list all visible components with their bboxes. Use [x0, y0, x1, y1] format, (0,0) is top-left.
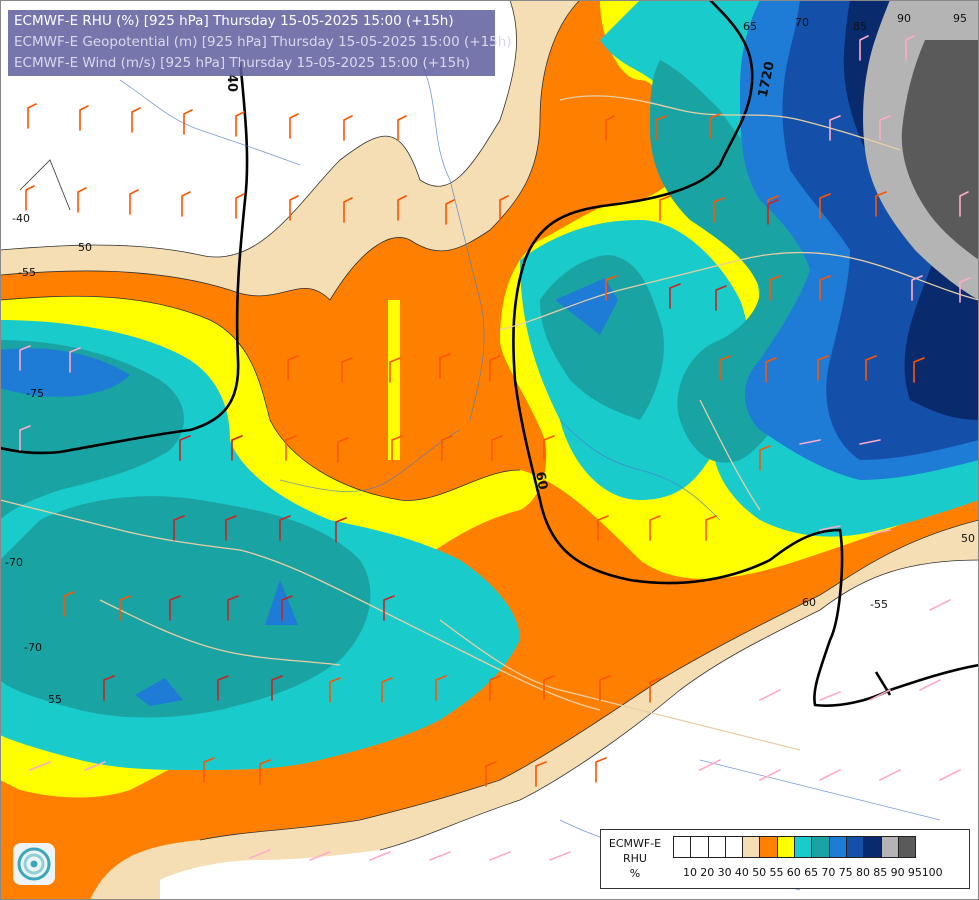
legend-swatch — [776, 836, 796, 858]
legend-swatch — [863, 836, 882, 858]
legend-label-line: ECMWF-E — [608, 837, 662, 850]
contour-label: -55 — [18, 266, 36, 279]
contour-label: -40 — [12, 212, 30, 225]
legend-swatch — [811, 836, 830, 858]
legend-tick: 65 — [804, 866, 819, 879]
contour-label: 95 — [953, 12, 967, 25]
country-borders — [0, 95, 979, 751]
title-rhu: ECMWF-E RHU (%) [925 hPa] Thursday 15-05… — [14, 13, 454, 29]
legend-tick: 80 — [856, 866, 870, 879]
contour-label: 1720 — [756, 60, 778, 99]
contour-label: -75 — [26, 387, 44, 400]
rhu-band-75-center — [555, 278, 618, 335]
legend-swatch — [724, 836, 744, 858]
rhu-band-70-southwest — [0, 496, 371, 718]
contour-label: 50 — [78, 241, 92, 254]
legend-label-line: % — [629, 867, 641, 880]
contour-labels: 95 90 85 70 65 1720 40 -40 50 -55 -75 -7… — [5, 12, 975, 706]
legend-tick: 95 — [907, 866, 922, 879]
contour-label: 90 — [897, 12, 911, 25]
contour-label: -70 — [5, 556, 23, 569]
contour-label: 60 — [532, 471, 550, 491]
contour-label: 40 — [224, 74, 239, 92]
contour-label: 60 — [802, 596, 816, 609]
legend-swatch — [880, 836, 899, 858]
legend-swatch — [673, 836, 692, 858]
contour-label: -70 — [24, 641, 42, 654]
legend-swatch — [707, 836, 726, 858]
legend-swatch — [759, 836, 778, 858]
legend-tick: 90 — [890, 866, 905, 879]
legend-label-line: RHU — [623, 852, 647, 865]
legend-swatch — [897, 836, 917, 858]
contour-label: 85 — [853, 20, 867, 33]
title-wind: ECMWF-E Wind (m/s) [925 hPa] Thursday 15… — [14, 55, 471, 71]
logo-swirl-icon — [17, 847, 51, 881]
ecmwf-logo-icon — [13, 843, 55, 885]
legend-tick: 100 — [921, 866, 943, 879]
legend-label: ECMWF-E RHU % — [601, 836, 669, 881]
rivers — [119, 59, 941, 891]
contour-label: 65 — [743, 20, 757, 33]
rhu-legend: ECMWF-E RHU % 10 20 30 40 50 55 60 65 70 75 80 85 90… — [600, 829, 970, 889]
rhu-band-dry-strip — [388, 300, 400, 460]
legend-tick: 10 — [683, 866, 697, 879]
legend-swatch — [742, 836, 761, 858]
rhu-band-75-southwest-b — [135, 678, 183, 706]
legend-tick: 50 — [752, 866, 767, 879]
legend-tick: 70 — [821, 866, 836, 879]
rhu-band-75-west — [0, 348, 130, 397]
legend-tick: 20 — [700, 866, 715, 879]
legend-tick: 85 — [873, 866, 888, 879]
legend-ticks: 10 20 30 40 50 55 60 65 70 75 80 85 90 95 100 — [673, 866, 963, 882]
legend-tick: 55 — [769, 866, 784, 879]
contour-label: 70 — [795, 16, 809, 29]
legend-tick: 40 — [734, 866, 749, 879]
title-box: ECMWF-E RHU (%) [925 hPa] Thursday 15-05… — [8, 10, 512, 76]
title-geopotential: ECMWF-E Geopotential (m) [925 hPa] Thurs… — [14, 34, 512, 50]
contour-label: 55 — [48, 693, 62, 706]
legend-tick: 75 — [838, 866, 853, 879]
legend-tick: 30 — [717, 866, 732, 879]
legend-swatch — [794, 836, 813, 858]
contour-label: -55 — [870, 598, 888, 611]
legend-swatch — [828, 836, 847, 858]
rhu-contour-lines — [0, 0, 979, 851]
contour-label: 50 — [961, 532, 975, 545]
legend-swatches — [673, 836, 917, 858]
legend-swatch — [690, 836, 709, 858]
legend-tick: 60 — [786, 866, 801, 879]
legend-swatch — [845, 836, 865, 858]
